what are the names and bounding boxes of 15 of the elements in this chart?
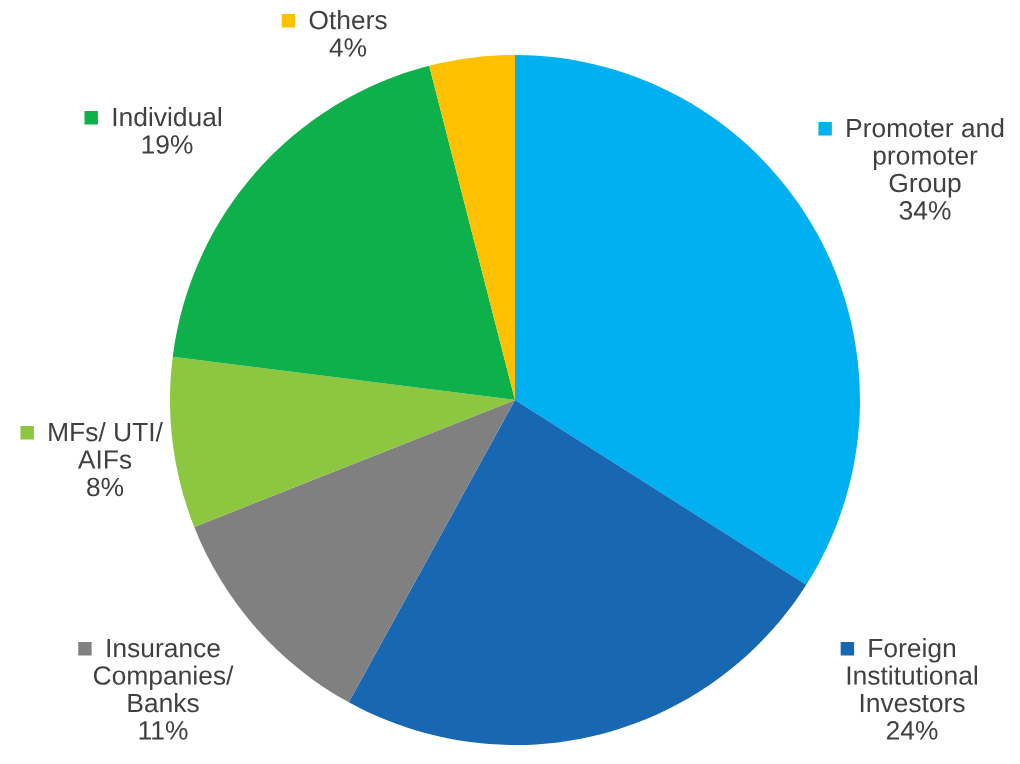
data-label: 24% [886, 721, 938, 740]
pie-slice [429, 55, 515, 400]
legend-label: Insurance Companies/ Banks [93, 638, 234, 713]
data-label: 4% [329, 38, 367, 57]
data-label: 34% [899, 201, 951, 220]
legend-label: Foreign Institutional Investors [847, 638, 977, 713]
data-label: 11% [139, 721, 188, 740]
data-label: 8% [87, 477, 124, 497]
legend-label: Promoter and promoter Group [847, 118, 1004, 198]
legend-label: MFs/ UTI/ AIFs [49, 422, 163, 469]
pie-slice [170, 356, 515, 527]
data-label: 19% [142, 135, 193, 154]
legend-label: Individual [113, 107, 221, 127]
legend-label: Others [309, 10, 387, 30]
pie-slice [348, 400, 807, 745]
